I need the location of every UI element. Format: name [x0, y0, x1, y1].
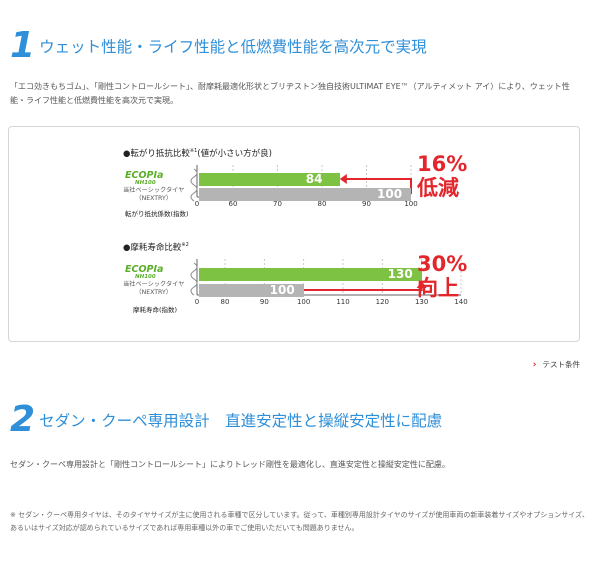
chart1-tick-label: 100: [404, 200, 418, 208]
chart1-callout-pct: 16%: [417, 152, 468, 176]
chart2-tick-label: 0: [194, 298, 200, 306]
test-conditions-link[interactable]: › テスト条件: [533, 359, 580, 370]
chart1-tick-label: 90: [362, 200, 371, 208]
chart2-tick-label: 140: [454, 298, 468, 306]
chart2-axis-title: 摩耗寿命(指数): [133, 306, 178, 314]
chart2-arrow-head: [416, 281, 427, 288]
section2-heading: 2 セダン・クーペ専用設計 直進安定性と操縦安定性に配慮: [10, 402, 442, 438]
chart1-tick-label: 0: [194, 200, 200, 208]
chart2-arrow-line: [301, 281, 423, 291]
chart1-arrow-line: [343, 178, 412, 194]
chart1-tick-label: 70: [273, 200, 282, 208]
chart2-bar-ecopia: [199, 268, 422, 281]
chart2-bar-nextry: [199, 284, 304, 297]
chart1-tick-label: 60: [228, 200, 238, 208]
section1-heading: 1 ウェット性能・ライフ性能と低燃費性能を高次元で実現: [10, 28, 427, 64]
chart2-callout-pct: 30%: [417, 252, 468, 276]
chart2-reference-label: 当社ベーシックタイヤ （NEXTRY）: [123, 281, 185, 296]
chart2-ecopia-logo: ECOPIa NH100: [125, 264, 164, 280]
section1-number: 1: [10, 25, 35, 66]
chevron-right-icon: ›: [532, 360, 537, 370]
footnote: ※ セダン・クーペ専用タイヤは、そのタイヤサイズが主に使用される車種で区分してい…: [10, 511, 590, 532]
chart1-tick-label: 80: [317, 200, 327, 208]
section2-number: 2: [10, 399, 35, 440]
chart1-bar-value: 84: [305, 172, 323, 186]
chart2-tick-label: 110: [336, 298, 350, 306]
section2-title: セダン・クーペ専用設計 直進安定性と操縦安定性に配慮: [39, 412, 443, 430]
chart1-ecopia-logo: ECOPIa NH100: [125, 170, 164, 186]
chart2-tick-label: 120: [375, 298, 390, 306]
chart1-axis-break: [190, 168, 198, 202]
section1-title: ウェット性能・ライフ性能と低燃費性能を高次元で実現: [39, 38, 427, 56]
section1-description: 「エコ効きもちゴム」、「剛性コントロールシート」、耐摩耗最適化形状とブリヂストン…: [10, 82, 570, 105]
chart2-title: ●摩耗寿命比較※2: [123, 242, 189, 253]
chart2-bar-value: 130: [387, 267, 413, 281]
chart1-callout-word: 低減: [417, 176, 459, 200]
chart2-bar-value: 100: [269, 283, 295, 297]
chart1-bar-value: 100: [377, 187, 403, 201]
chart1-reference-label: 当社ベーシックタイヤ （NEXTRY）: [123, 187, 185, 202]
chart2-tick-label: 80: [220, 298, 230, 306]
chart2-tick-label: 100: [296, 298, 311, 306]
chart1-axis-title: 転がり抵抗係数(指数): [125, 210, 189, 218]
comparison-panel: ●転がり抵抗比較※1(値が小さい方が良) ECOPIa NH100 当社ベーシック…: [8, 126, 580, 342]
chart2-tick-label: 130: [414, 298, 429, 306]
test-conditions-label: テスト条件: [542, 360, 581, 369]
section2-description: セダン・クーペ専用設計と「剛性コントロールシート」によりトレッド剛性を最適化し、…: [10, 460, 450, 469]
chart1-title: ●転がり抵抗比較※1(値が小さい方が良): [123, 148, 272, 159]
chart2-tick-label: 90: [259, 298, 269, 306]
chart1-bar-nextry: [199, 188, 411, 201]
chart2-axis-break: [190, 262, 198, 296]
chart2-callout-word: 向上: [417, 276, 459, 300]
chart1-arrow-head: [339, 174, 347, 184]
chart1-bar-ecopia: [199, 173, 340, 186]
